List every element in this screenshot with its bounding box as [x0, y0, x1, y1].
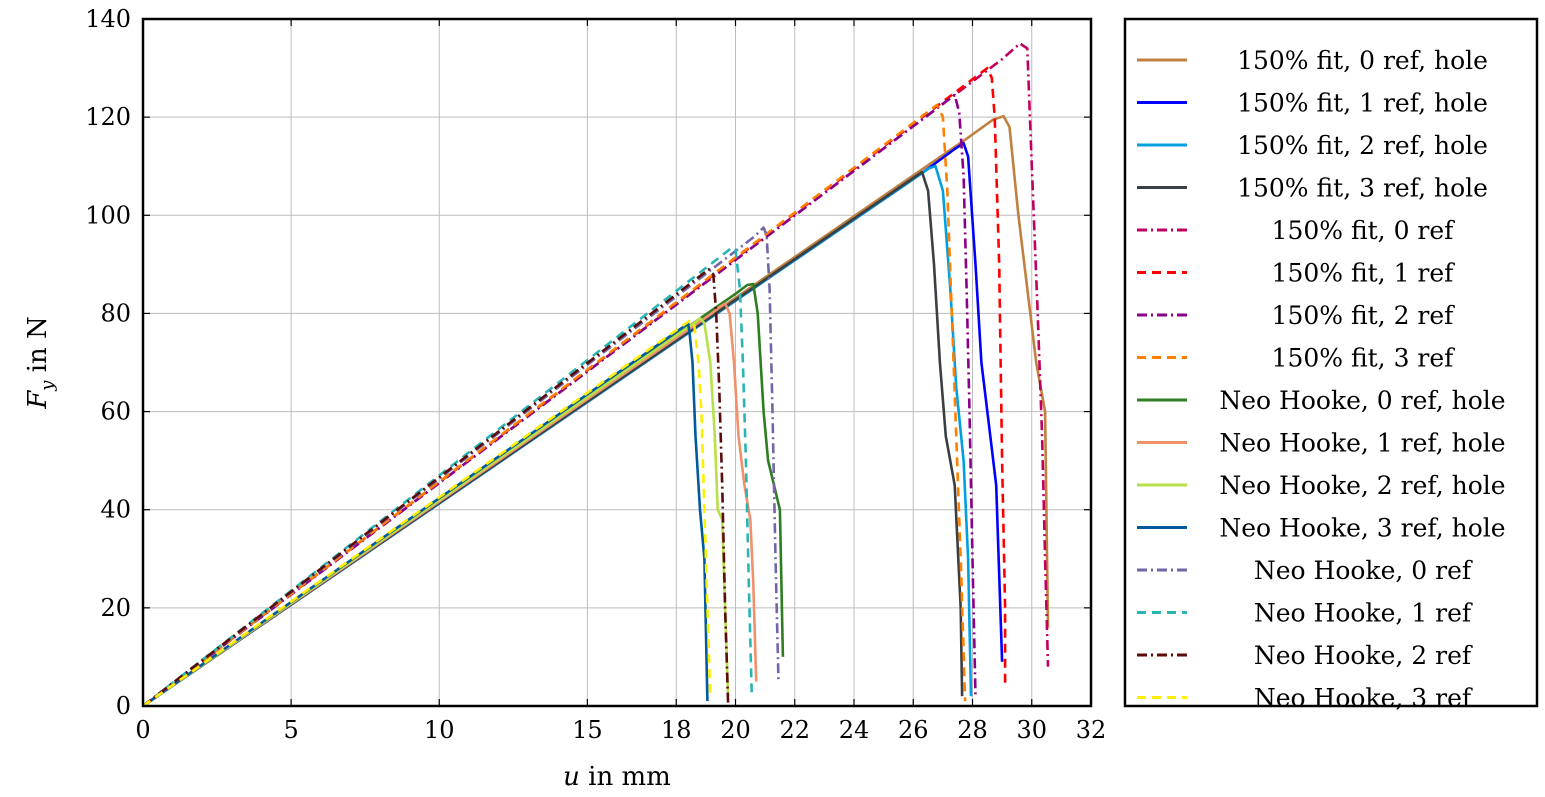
tick-labels: 0 5 10 15 18 20 22 24 26 28 30 32 0 20 40 60 80 100 120 140 [85, 5, 1106, 744]
y-tick-label: 20 [100, 594, 131, 622]
legend-label: Neo Hooke, 2 ref [1254, 641, 1473, 670]
y-axis-var: F [23, 390, 53, 410]
series-layer [142, 42, 1050, 708]
series-line [142, 282, 785, 708]
x-tick-label: 20 [720, 716, 751, 744]
series-line [142, 42, 1050, 708]
x-tick-label: 22 [779, 716, 810, 744]
series-line [142, 164, 973, 708]
legend-label: Neo Hooke, 0 ref, hole [1219, 386, 1505, 415]
legend: 150% fit, 0 ref, hole 150% fit, 1 ref, ho… [1123, 17, 1539, 713]
series-line [142, 302, 758, 708]
legend-label: 150% fit, 2 ref, hole [1237, 131, 1488, 160]
legend-label: 150% fit, 2 ref [1272, 301, 1456, 330]
series-line [142, 321, 709, 708]
y-tick-label: 100 [85, 201, 131, 229]
y-axis-title: Fy in N [23, 316, 58, 410]
series-line [142, 66, 1007, 708]
x-axis-rest: in mm [580, 762, 671, 792]
x-tick-label: 18 [661, 716, 692, 744]
series-line [142, 170, 964, 708]
x-axis-var: u [563, 762, 580, 792]
legend-label: 150% fit, 0 ref [1272, 216, 1456, 245]
series-line [142, 93, 977, 708]
y-tick-label: 0 [116, 692, 131, 720]
legend-label: 150% fit, 3 ref, hole [1237, 174, 1488, 203]
legend-frame [1123, 17, 1539, 708]
legend-label: Neo Hooke, 2 ref, hole [1219, 471, 1505, 500]
x-tick-label: 26 [898, 716, 929, 744]
legend-label: Neo Hooke, 1 ref, hole [1219, 429, 1505, 458]
x-tick-label: 28 [957, 716, 988, 744]
legend-label: 150% fit, 1 ref [1272, 259, 1456, 288]
legend-label: 150% fit, 1 ref, hole [1237, 89, 1488, 118]
legend-label: Neo Hooke, 3 ref, hole [1219, 514, 1505, 543]
ticks [142, 18, 1092, 707]
series-line [142, 267, 730, 708]
x-tick-label: 0 [135, 716, 150, 744]
series-line [142, 316, 730, 708]
x-tick-label: 15 [572, 716, 603, 744]
plot-frame [141, 17, 1093, 708]
grid [142, 18, 1092, 707]
series-line [142, 319, 712, 708]
x-axis-title: u in mm [563, 762, 671, 792]
y-tick-label: 40 [100, 496, 131, 524]
x-tick-label: 32 [1076, 716, 1107, 744]
series-line [142, 141, 1004, 708]
y-tick-label: 120 [85, 103, 131, 131]
x-tick-label: 30 [1016, 716, 1047, 744]
legend-label: Neo Hooke, 3 ref [1254, 684, 1473, 713]
legend-items: 150% fit, 0 ref, hole 150% fit, 1 ref, ho… [1137, 46, 1506, 713]
legend-label: Neo Hooke, 0 ref [1254, 556, 1473, 585]
series-line [142, 103, 967, 708]
series-line [142, 245, 754, 708]
y-axis-subscript: y [37, 380, 58, 392]
y-tick-label: 60 [100, 398, 131, 426]
y-axis-rest: in N [23, 316, 53, 380]
legend-label: 150% fit, 3 ref [1272, 344, 1456, 373]
y-tick-label: 140 [85, 5, 131, 33]
x-tick-label: 10 [424, 716, 455, 744]
legend-label: 150% fit, 0 ref, hole [1237, 46, 1488, 75]
y-tick-label: 80 [100, 299, 131, 327]
x-tick-label: 24 [839, 716, 870, 744]
x-tick-label: 5 [283, 716, 298, 744]
legend-label: Neo Hooke, 1 ref [1254, 599, 1473, 628]
